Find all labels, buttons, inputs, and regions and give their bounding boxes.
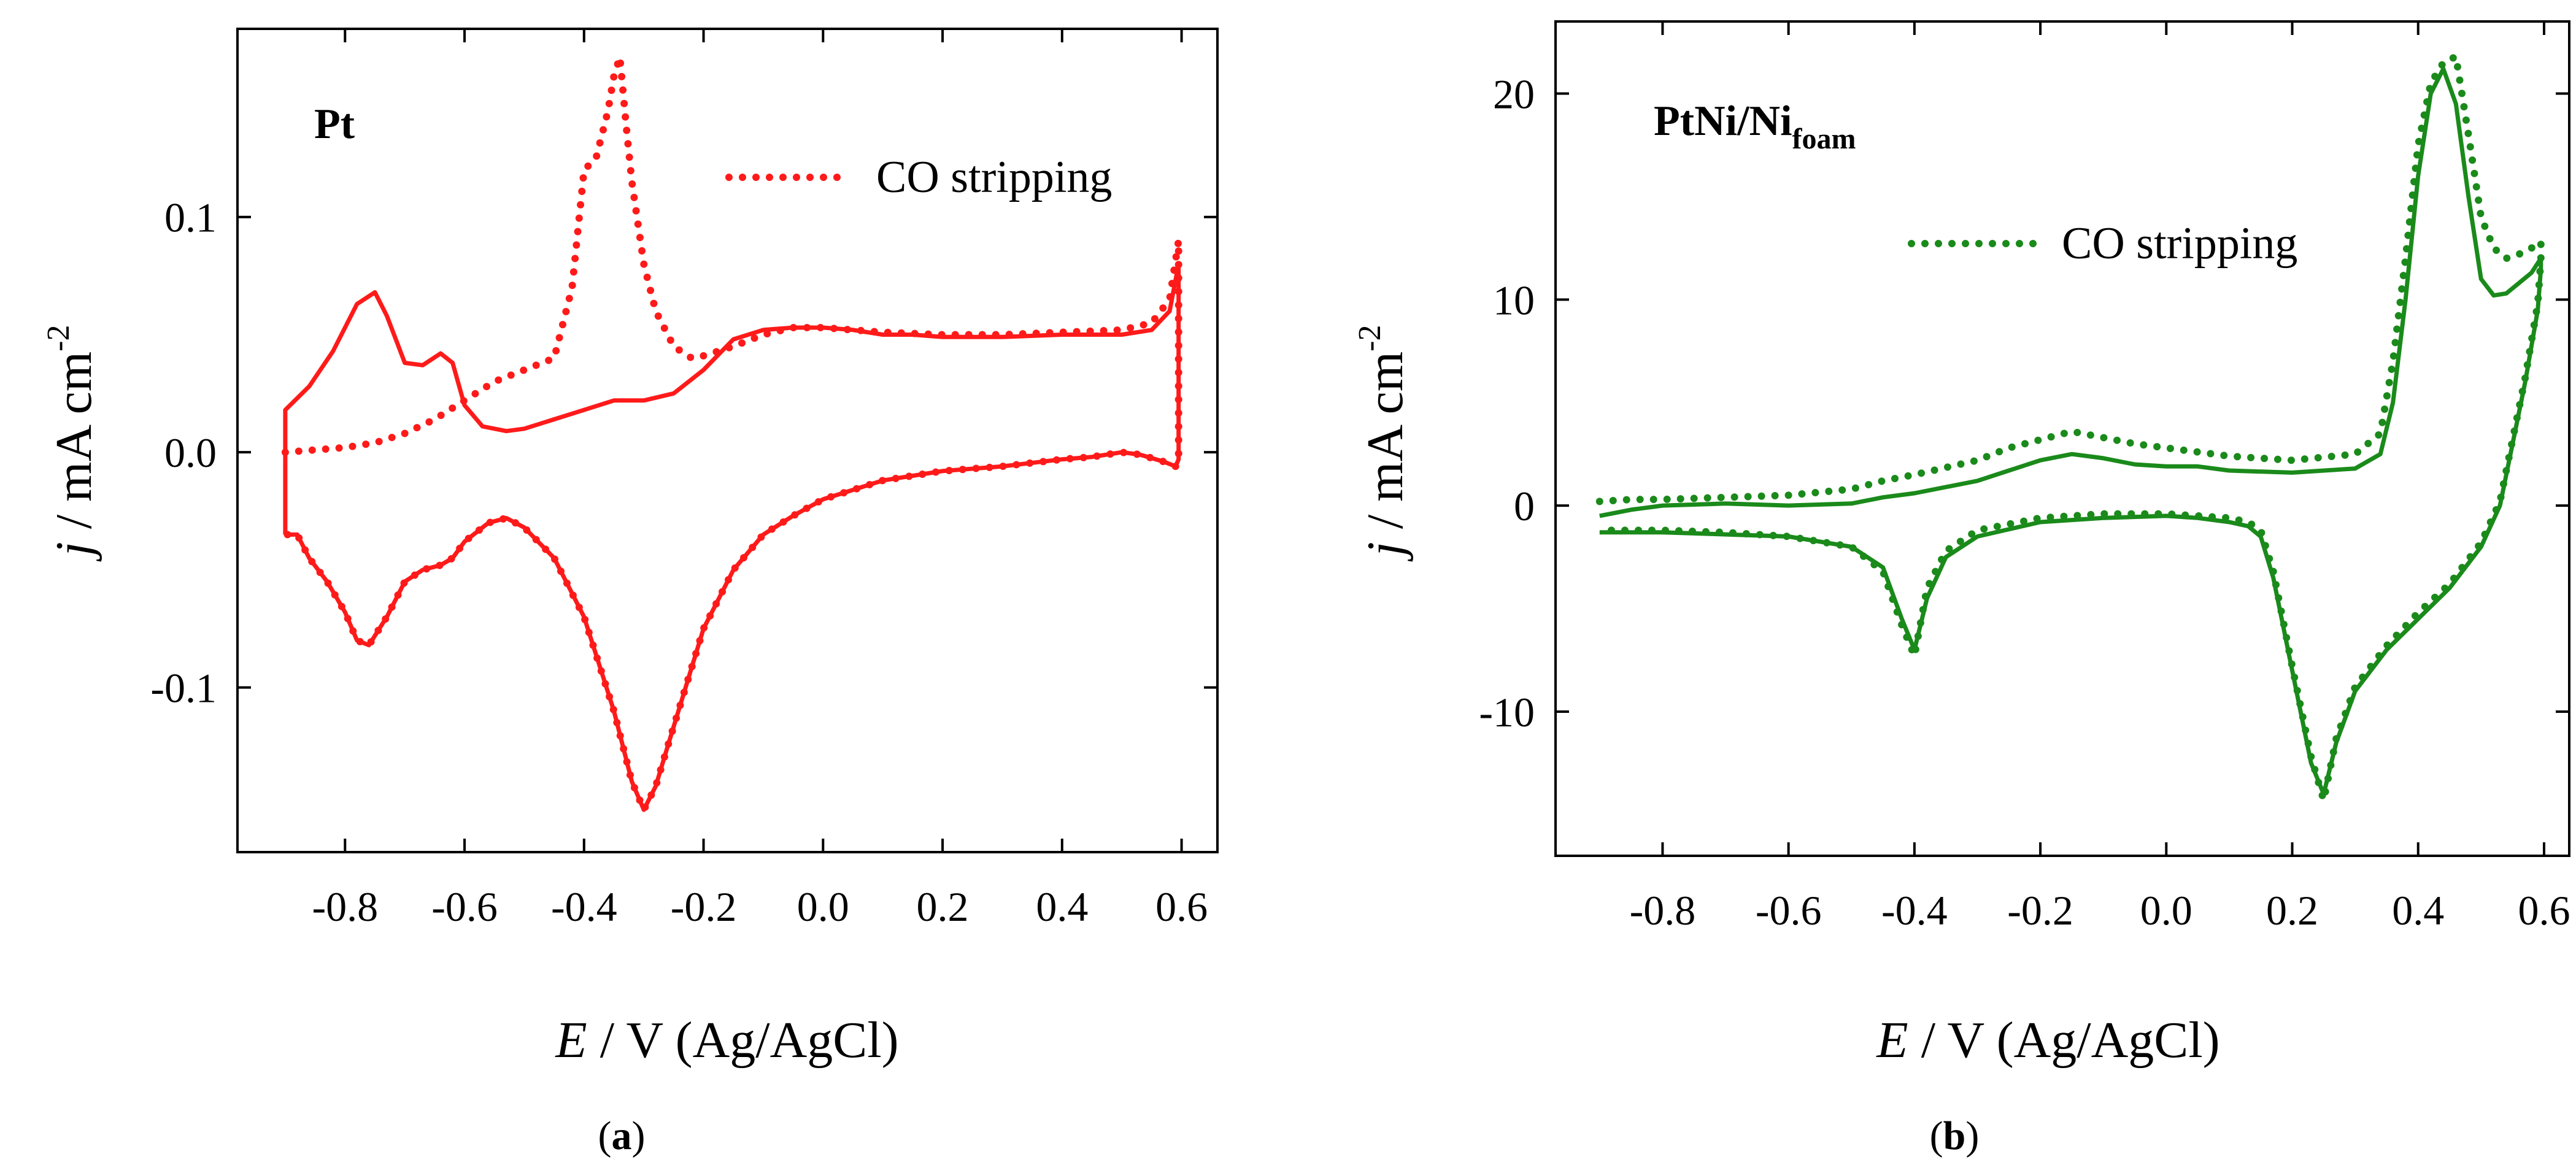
co-stripping-curve-b <box>1595 51 2545 801</box>
panel-label-a: (a) <box>598 1113 646 1158</box>
x-tick-label: -0.6 <box>1756 887 1822 934</box>
x-tick-label: 0.4 <box>1036 883 1088 930</box>
x-tick-label: -0.8 <box>312 883 378 930</box>
x-tick-label: 0.4 <box>2392 887 2444 934</box>
y-axis-symbol-a: j <box>45 542 102 561</box>
tick-group-b: -0.8 -0.6 -0.4 -0.2 0.0 0.2 0.4 0.6 -10 0 10 20 <box>1479 21 2570 934</box>
panel-a: -0.8 -0.6 -0.4 -0.2 0.0 0.2 0.4 0.6 -0.1 0.0 0.1 P… <box>41 28 1219 1158</box>
y-axis-sup-a: -2 <box>41 325 76 352</box>
tick-group-a: -0.8 -0.6 -0.4 -0.2 0.0 0.2 0.4 0.6 -0.1 0.0 0.1 <box>150 29 1217 930</box>
x-tick-label: 0.6 <box>2518 887 2570 934</box>
x-tick-label: 0.6 <box>1155 883 1208 930</box>
y-tick-label: -10 <box>1479 689 1535 736</box>
y-axis-title-a: j / mA cm-2 <box>41 325 102 562</box>
y-axis-symbol-b: j <box>1357 542 1414 561</box>
legend-label-b: CO stripping <box>2062 218 2297 269</box>
sample-label-a: Pt <box>314 101 355 148</box>
panel-b: -0.8 -0.6 -0.4 -0.2 0.0 0.2 0.4 0.6 -10 0 10 20 PtN… <box>1352 20 2570 1158</box>
x-tick-label: -0.8 <box>1630 887 1696 934</box>
x-axis-title-b: E / V (Ag/AgCl) <box>1876 1012 2219 1069</box>
panel-label-b: (b) <box>1930 1113 1980 1158</box>
x-axis-title-a: E / V (Ag/AgCl) <box>555 1012 898 1069</box>
y-tick-label: 20 <box>1493 71 1535 118</box>
x-axis-rest-a: / V (Ag/AgCl) <box>587 1012 899 1069</box>
x-tick-label: -0.6 <box>431 883 498 930</box>
x-tick-label: -0.2 <box>671 883 737 930</box>
y-tick-label: 0.1 <box>164 194 217 241</box>
y-axis-rest-b: / mA cm <box>1357 352 1414 542</box>
panel-letter-b: b <box>1943 1113 1966 1158</box>
y-tick-label: 0.0 <box>164 429 217 476</box>
plot-frame-a <box>236 28 1219 853</box>
y-axis-title-b: j / mA cm-2 <box>1352 325 1414 562</box>
y-tick-label: -0.1 <box>150 665 217 712</box>
sample-label-b-sub: foam <box>1792 123 1856 155</box>
y-tick-label: 0 <box>1514 483 1535 529</box>
x-axis-symbol-a: E <box>555 1012 587 1069</box>
plot-frame-b <box>1554 20 2570 857</box>
y-axis-rest-a: / mA cm <box>45 352 102 542</box>
y-axis-sup-b: -2 <box>1352 325 1387 352</box>
legend-label-a: CO stripping <box>876 152 1112 202</box>
x-tick-label: -0.2 <box>2007 887 2073 934</box>
x-axis-symbol-b: E <box>1876 1012 1908 1069</box>
x-tick-label: -0.4 <box>1881 887 1948 934</box>
co-stripping-curve-a <box>281 56 1182 819</box>
sample-label-b: PtNi/Nifoam <box>1654 98 1856 155</box>
x-tick-label: 0.2 <box>917 883 969 930</box>
x-tick-label: -0.4 <box>551 883 617 930</box>
y-tick-label: 10 <box>1493 277 1535 323</box>
panel-letter-a: a <box>612 1113 632 1158</box>
x-tick-label: 0.0 <box>797 883 849 930</box>
x-axis-rest-b: / V (Ag/AgCl) <box>1908 1012 2220 1069</box>
sample-label-b-main: PtNi/Ni <box>1654 98 1792 145</box>
cv-curve-b <box>1599 66 2543 796</box>
x-tick-label: 0.2 <box>2266 887 2318 934</box>
x-tick-label: 0.0 <box>2140 887 2192 934</box>
